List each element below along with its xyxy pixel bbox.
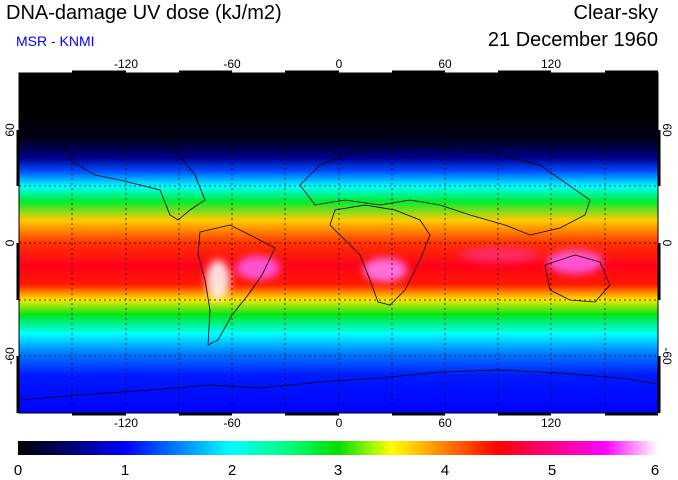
lon-label-bottom: -120	[114, 416, 138, 430]
lat-label-left: -60	[3, 347, 17, 365]
colorbar-labels: 0 1 2 3 4 5 6	[14, 462, 659, 479]
graticule	[19, 73, 658, 413]
lon-label-bottom: 0	[336, 416, 343, 430]
data-source-label: MSR - KNMI	[16, 33, 95, 49]
coast-antarctica	[19, 369, 659, 401]
coast-north-america	[59, 111, 206, 221]
coastlines	[19, 111, 659, 401]
lon-label-top: 60	[438, 57, 452, 71]
coast-africa	[329, 204, 431, 306]
hotspot-south-america	[236, 256, 280, 280]
right-lat-labels: 60 0 -60	[660, 123, 674, 365]
hotspot-indian-ocean	[460, 247, 540, 263]
left-lat-labels: 60 0 -60	[3, 123, 17, 365]
hotspot-andes	[206, 260, 230, 300]
bottom-lon-labels: -120 -60 0 60 120	[114, 416, 561, 430]
coast-eurasia	[299, 144, 591, 236]
colorbar-label: 6	[651, 462, 659, 479]
date-label: 21 December 1960	[487, 29, 658, 51]
lat-label-left: 60	[3, 123, 17, 137]
colorbar-label: 0	[14, 462, 22, 479]
hotspot-australia	[547, 250, 603, 274]
lat-label-right: 60	[660, 123, 674, 137]
colorbar-label: 2	[228, 462, 236, 479]
dose-hotspots	[206, 247, 603, 300]
lon-label-bottom: -60	[223, 416, 241, 430]
map-title: DNA-damage UV dose (kJ/m2)	[6, 2, 282, 24]
colorbar	[18, 441, 658, 455]
lon-label-top: -60	[223, 57, 241, 71]
coast-australia	[544, 254, 611, 303]
lon-label-top: 0	[336, 57, 343, 71]
colorbar-label: 1	[121, 462, 129, 479]
lat-label-left: 0	[3, 239, 17, 246]
lon-label-top: -120	[114, 57, 138, 71]
lat-label-right: -60	[660, 347, 674, 365]
lon-label-bottom: 60	[438, 416, 452, 430]
lat-label-right: 0	[660, 240, 674, 247]
lon-label-bottom: 120	[541, 416, 561, 430]
hotspot-africa	[363, 258, 407, 282]
colorbar-label: 3	[334, 462, 342, 479]
top-lon-labels: -120 -60 0 60 120	[114, 57, 561, 71]
colorbar-label: 5	[548, 462, 556, 479]
frame-ticks	[16, 70, 661, 416]
colorbar-label: 4	[441, 462, 449, 479]
lon-label-top: 120	[541, 57, 561, 71]
sky-condition-label: Clear-sky	[573, 2, 658, 24]
